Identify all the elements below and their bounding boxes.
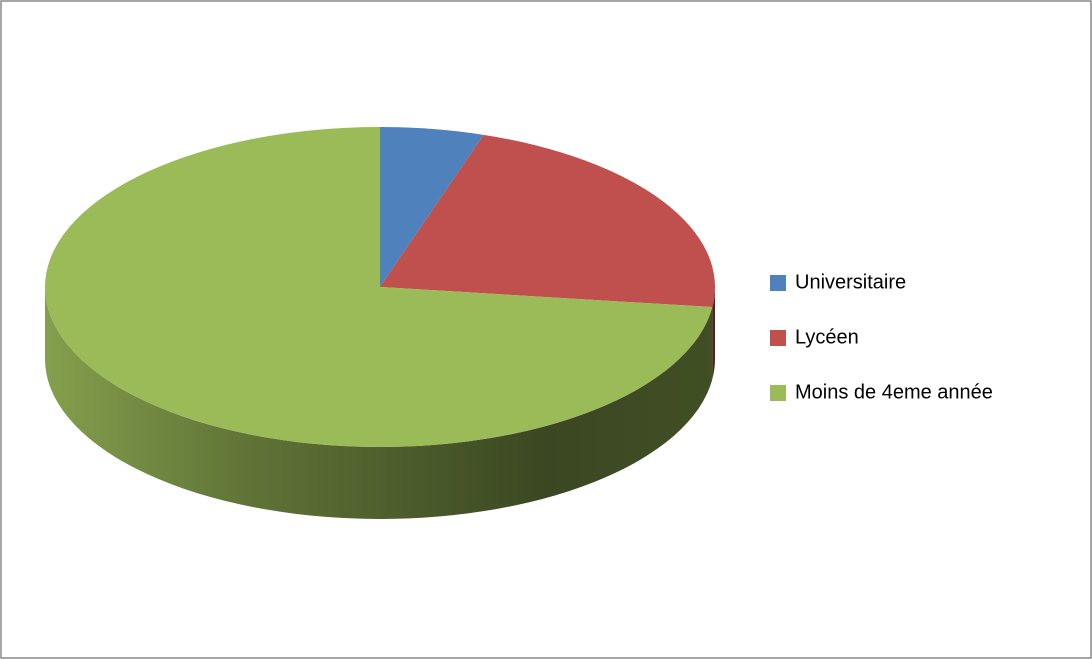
legend-swatch [770,330,786,346]
legend-label: Universitaire [795,271,906,293]
pie-slice [380,127,484,287]
legend-swatch [770,275,786,291]
pie-slice [380,134,715,308]
pie-side [712,287,715,380]
legend-swatch [770,385,786,401]
pie-side [45,287,713,519]
pie-slice [44,127,713,447]
legend-label: Moins de 4eme année [795,381,993,403]
legend-label: Lycéen [795,326,859,348]
